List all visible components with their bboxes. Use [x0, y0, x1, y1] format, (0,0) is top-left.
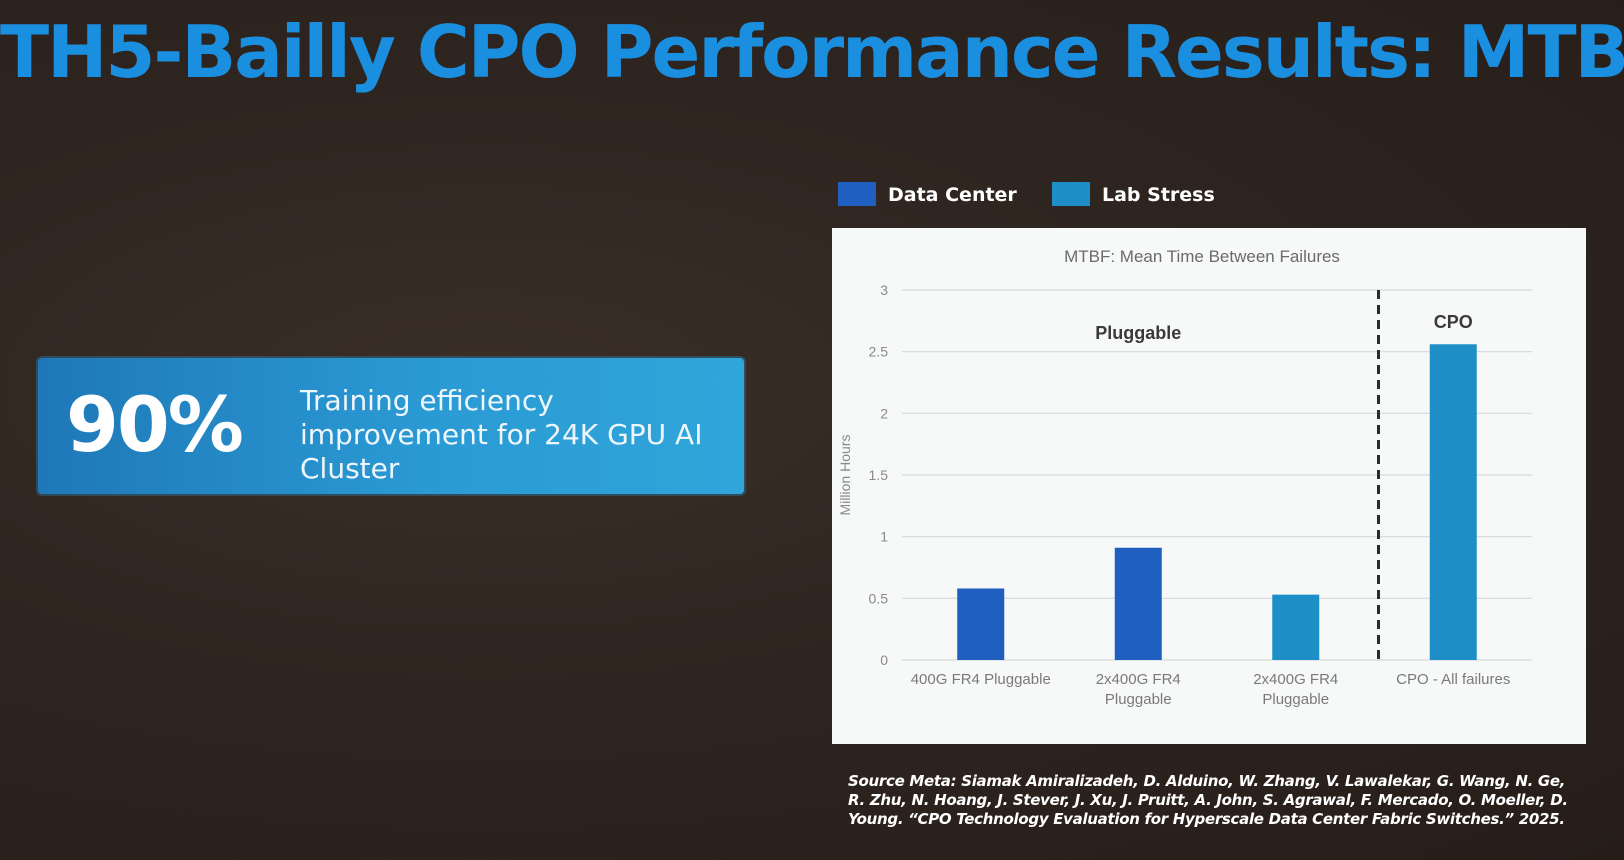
stat-value: 90%: [66, 380, 244, 469]
chart-panel: MTBF: Mean Time Between Failures Million…: [832, 228, 1586, 744]
y-tick-label: 0: [880, 652, 888, 668]
bar: [1272, 594, 1320, 660]
legend-swatch-data-center: [838, 182, 876, 206]
y-tick-label: 3: [880, 282, 888, 298]
source-authors: Siamak Amiralizadeh, D. Alduino, W. Zhan…: [848, 772, 1568, 828]
legend-label-data-center: Data Center: [888, 184, 1017, 206]
slide-title: TH5-Bailly CPO Performance Results: MTBF: [0, 10, 1624, 94]
label-layer: 0 0.5 1 1.5 2 2.5 3 400G FR4 Pluggable 2x400G FR…: [869, 282, 1511, 708]
bar: [1429, 344, 1477, 660]
x-tick-label: CPO - All failures: [1396, 671, 1510, 688]
legend-swatch-lab-stress: [1052, 182, 1090, 206]
x-tick-label: 2x400G FR4 Pluggable: [1253, 671, 1338, 708]
source-citation: Source Meta: Siamak Amiralizadeh, D. Ald…: [848, 772, 1578, 829]
y-tick-label: 1.5: [869, 467, 889, 483]
group-label: Pluggable: [1095, 323, 1181, 343]
x-tick-label: 2x400G FR4 Pluggable: [1096, 671, 1181, 708]
y-axis-label: Million Hours: [837, 435, 853, 516]
y-tick-label: 2.5: [869, 344, 889, 360]
y-tick-label: 2: [880, 405, 888, 421]
x-tick-label: 400G FR4 Pluggable: [911, 671, 1051, 688]
stat-callout: 90% Training efficiency improvement for …: [38, 358, 744, 494]
group-label: CPO: [1434, 312, 1473, 332]
stat-description: Training efficiency improvement for 24K …: [300, 384, 703, 485]
chart-title: MTBF: Mean Time Between Failures: [1064, 247, 1340, 266]
source-paper: “CPO Technology Evaluation for Hyperscal…: [908, 810, 1565, 828]
bar: [1114, 547, 1162, 660]
y-tick-label: 1: [880, 529, 888, 545]
source-label: Source Meta:: [848, 772, 957, 790]
bar-layer: [957, 344, 1477, 660]
legend-label-lab-stress: Lab Stress: [1102, 184, 1215, 206]
y-tick-label: 0.5: [869, 590, 889, 606]
mtbf-bar-chart: MTBF: Mean Time Between Failures Million…: [837, 247, 1532, 708]
grid-layer: [902, 289, 1532, 661]
bar: [957, 588, 1005, 660]
